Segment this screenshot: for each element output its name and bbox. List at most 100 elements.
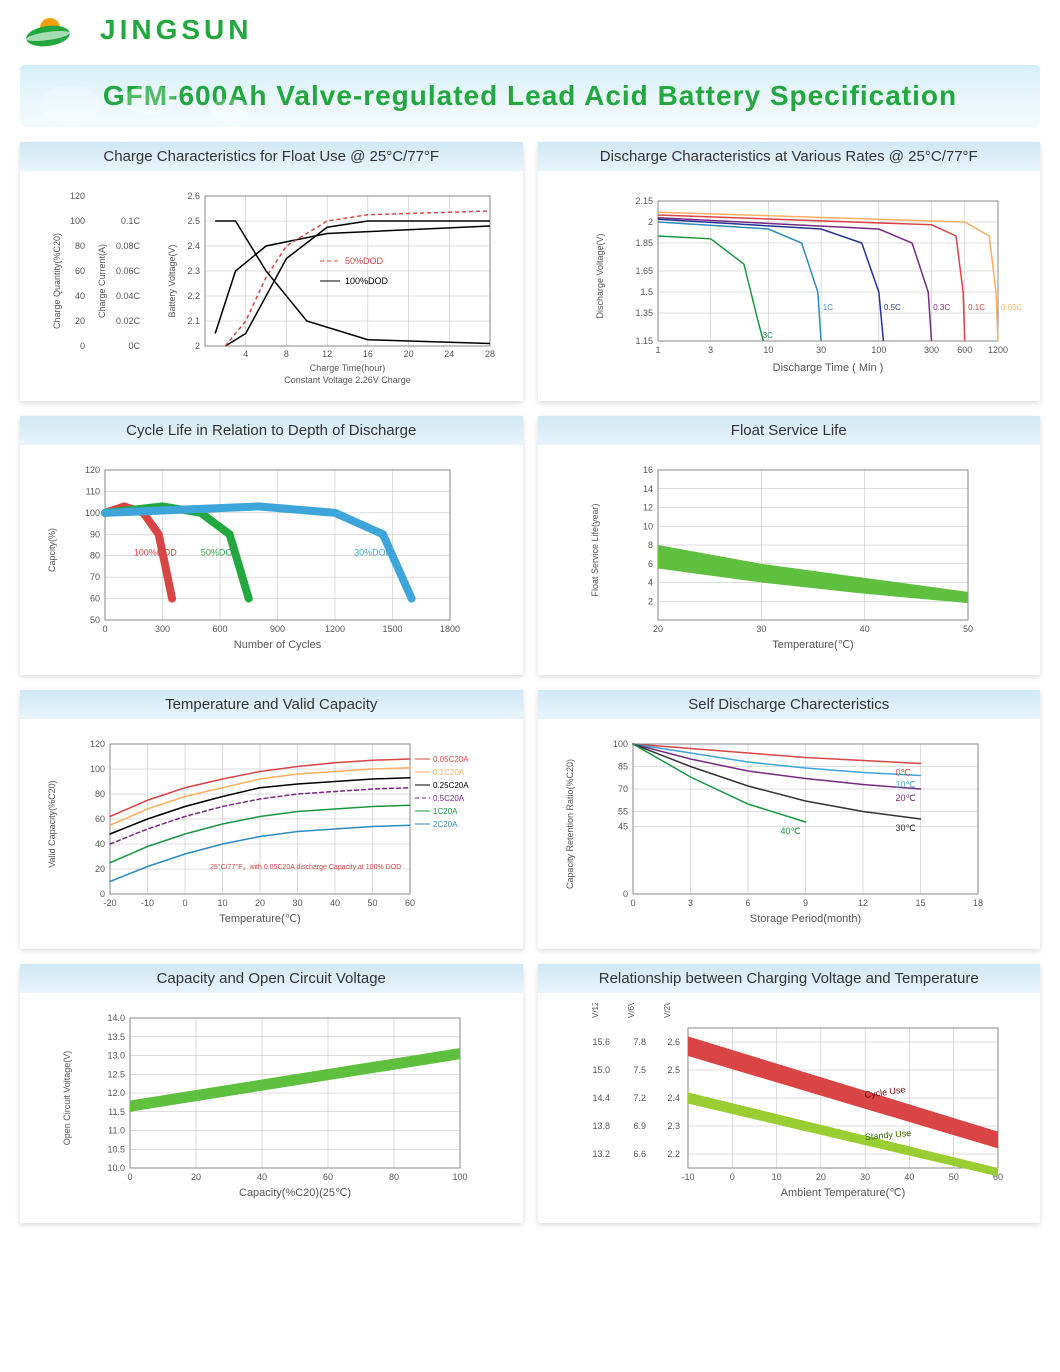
svg-text:50: 50 <box>962 624 972 634</box>
svg-text:13.2: 13.2 <box>592 1149 610 1159</box>
svg-text:3: 3 <box>687 898 692 908</box>
svg-text:0: 0 <box>102 624 107 634</box>
svg-text:600: 600 <box>212 624 227 634</box>
panel-float-life: Float Service Life 20304050246810121416F… <box>538 416 1041 675</box>
brand-name: JINGSUN <box>100 14 252 46</box>
svg-text:10℃: 10℃ <box>895 780 915 790</box>
svg-text:0.05C20A: 0.05C20A <box>433 755 469 764</box>
svg-text:0.1C: 0.1C <box>121 216 141 226</box>
svg-text:20℃: 20℃ <box>895 793 915 803</box>
svg-text:2: 2 <box>195 341 200 351</box>
svg-text:30℃: 30℃ <box>895 823 915 833</box>
chart-temp-capacity: -20-100102030405060020406080100120Valid … <box>30 729 510 939</box>
svg-text:1: 1 <box>655 345 660 355</box>
svg-text:Charge Time(hour): Charge Time(hour) <box>310 363 386 373</box>
svg-text:Float Service Life(year): Float Service Life(year) <box>590 503 600 596</box>
svg-text:V/12V: V/12V <box>591 1003 600 1018</box>
svg-text:13.8: 13.8 <box>592 1121 610 1131</box>
svg-text:0.06C: 0.06C <box>116 266 141 276</box>
svg-text:40: 40 <box>859 624 869 634</box>
svg-text:Capcity(%): Capcity(%) <box>47 528 57 572</box>
svg-text:20: 20 <box>255 898 265 908</box>
svg-text:20: 20 <box>95 864 105 874</box>
svg-text:1.5: 1.5 <box>640 287 653 297</box>
svg-text:12: 12 <box>322 349 332 359</box>
svg-text:0: 0 <box>100 889 105 899</box>
svg-text:60: 60 <box>95 814 105 824</box>
svg-text:6.6: 6.6 <box>633 1149 646 1159</box>
svg-text:30: 30 <box>816 345 826 355</box>
svg-text:V/2V: V/2V <box>663 1003 672 1018</box>
svg-text:Temperature(℃): Temperature(℃) <box>219 913 300 925</box>
svg-text:Standy Use: Standy Use <box>864 1128 911 1142</box>
svg-text:Constant Voltage 2.26V Charge: Constant Voltage 2.26V Charge <box>284 375 411 385</box>
panel-title: Capacity and Open Circuit Voltage <box>20 964 523 993</box>
svg-text:-10: -10 <box>681 1172 694 1182</box>
svg-text:0.5C20A: 0.5C20A <box>433 794 465 803</box>
title-banner: GFM-600Ah Valve-regulated Lead Acid Batt… <box>20 65 1040 127</box>
svg-text:120: 120 <box>70 191 85 201</box>
svg-text:40: 40 <box>330 898 340 908</box>
svg-text:6: 6 <box>745 898 750 908</box>
svg-text:1500: 1500 <box>382 624 402 634</box>
svg-text:3C: 3C <box>762 331 772 340</box>
svg-text:0.08C: 0.08C <box>116 241 141 251</box>
svg-text:45: 45 <box>617 822 627 832</box>
svg-text:V/6V: V/6V <box>627 1003 636 1018</box>
chart-cycle-life: 0300600900120015001800506070809010011012… <box>30 455 510 665</box>
svg-text:0.1C20A: 0.1C20A <box>433 768 465 777</box>
svg-text:Charge Quantity(%C20): Charge Quantity(%C20) <box>52 233 62 329</box>
svg-text:7.2: 7.2 <box>633 1093 646 1103</box>
svg-text:2.4: 2.4 <box>667 1093 680 1103</box>
svg-text:80: 80 <box>75 241 85 251</box>
svg-text:100: 100 <box>452 1172 467 1182</box>
svg-text:50: 50 <box>948 1172 958 1182</box>
svg-text:900: 900 <box>270 624 285 634</box>
svg-text:11.0: 11.0 <box>108 1126 125 1136</box>
panel-capacity-ocv: Capacity and Open Circuit Voltage 020406… <box>20 964 523 1223</box>
svg-text:100: 100 <box>70 216 85 226</box>
svg-text:0: 0 <box>182 898 187 908</box>
svg-text:-20: -20 <box>103 898 116 908</box>
svg-text:12: 12 <box>857 898 867 908</box>
svg-text:80: 80 <box>389 1172 399 1182</box>
svg-text:120: 120 <box>85 465 100 475</box>
svg-text:Ambient Temperature(℃): Ambient Temperature(℃) <box>780 1187 905 1199</box>
svg-text:12.0: 12.0 <box>107 1088 125 1098</box>
svg-text:Temperature(℃): Temperature(℃) <box>772 639 853 651</box>
svg-text:Valid Capacity(%C20): Valid Capacity(%C20) <box>47 780 57 867</box>
svg-text:2.1: 2.1 <box>187 316 200 326</box>
svg-text:0℃: 0℃ <box>895 768 910 778</box>
svg-text:20: 20 <box>191 1172 201 1182</box>
svg-text:60: 60 <box>75 266 85 276</box>
svg-text:120: 120 <box>90 739 105 749</box>
svg-text:50%DOD: 50%DOD <box>201 548 240 558</box>
svg-text:2.5: 2.5 <box>667 1065 680 1075</box>
svg-text:60: 60 <box>323 1172 333 1182</box>
svg-text:40: 40 <box>95 839 105 849</box>
svg-text:8: 8 <box>284 349 289 359</box>
svg-text:16: 16 <box>363 349 373 359</box>
svg-text:1.85: 1.85 <box>635 238 653 248</box>
svg-text:10: 10 <box>217 898 227 908</box>
svg-text:90: 90 <box>90 529 100 539</box>
svg-text:15: 15 <box>915 898 925 908</box>
svg-text:Storage Period(month): Storage Period(month) <box>749 913 860 925</box>
svg-text:0.05C: 0.05C <box>1000 303 1022 312</box>
svg-text:24: 24 <box>444 349 454 359</box>
svg-text:2.4: 2.4 <box>187 241 200 251</box>
chart-discharge-characteristics: 13103010030060012001.151.351.51.651.8522… <box>548 181 1028 391</box>
svg-text:2.3: 2.3 <box>667 1121 680 1131</box>
chart-float-life: 20304050246810121416Float Service Life(y… <box>548 455 1028 665</box>
panel-self-discharge: Self Discharge Charecteristics 036912151… <box>538 690 1041 949</box>
panel-title: Cycle Life in Relation to Depth of Disch… <box>20 416 523 445</box>
svg-text:15.0: 15.0 <box>592 1065 610 1075</box>
svg-text:100: 100 <box>90 764 105 774</box>
svg-text:Capacity Retention Ratio(%C20): Capacity Retention Ratio(%C20) <box>565 759 575 889</box>
svg-text:100: 100 <box>871 345 886 355</box>
svg-text:1.35: 1.35 <box>635 308 653 318</box>
svg-text:10: 10 <box>771 1172 781 1182</box>
svg-text:1200: 1200 <box>987 345 1007 355</box>
svg-text:2C20A: 2C20A <box>433 820 458 829</box>
svg-text:2.6: 2.6 <box>667 1037 680 1047</box>
